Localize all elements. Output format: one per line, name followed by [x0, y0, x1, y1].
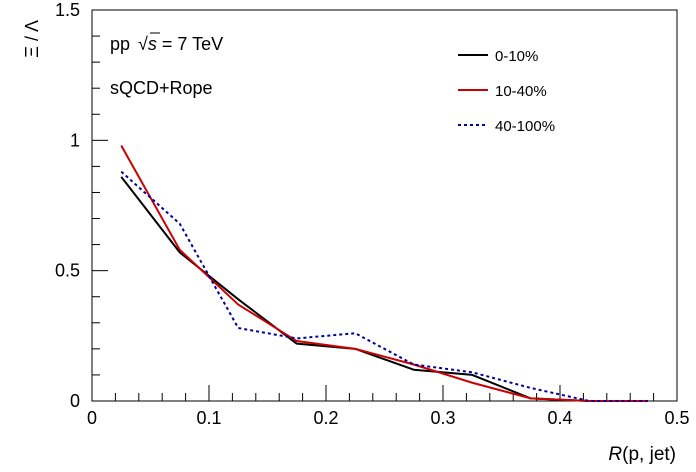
annotation-sqrt-symbol: √ [138, 34, 148, 54]
x-axis-title-rest: (p, jet) [622, 444, 676, 465]
annotation-energy: = 7 TeV [162, 34, 223, 54]
y-tick-label: 1 [70, 130, 80, 150]
series-line-40-100% [120, 170, 648, 402]
y-axis-ticks: 0 0.5 1 1.5 [55, 0, 108, 411]
series-line-0-10% [120, 176, 648, 402]
series-lines [120, 145, 648, 402]
annotation-system: pp [110, 34, 130, 54]
series-line-10-40% [120, 145, 648, 402]
x-axis-title: R(p, jet) [608, 444, 676, 465]
x-tick-label: 0.2 [313, 408, 338, 428]
y-tick-label: 0 [70, 391, 80, 411]
x-axis-ticks: 0 0.1 0.2 0.3 0.4 0.5 [87, 385, 690, 428]
y-tick-label: 0.5 [55, 261, 80, 281]
x-tick-label: 0.4 [547, 408, 572, 428]
plot-frame [91, 9, 678, 402]
y-tick-label: 1.5 [55, 0, 80, 20]
legend: 0-10% 10-40% 40-100% [458, 48, 555, 135]
legend-label-10-40: 10-40% [495, 83, 547, 100]
x-tick-label: 0.5 [664, 408, 689, 428]
x-tick-label: 0 [87, 408, 97, 428]
annotation-model: sQCD+Rope [110, 78, 213, 98]
annotation-s-variable: s [148, 34, 157, 54]
legend-label-0-10: 0-10% [495, 48, 538, 65]
x-tick-label: 0.3 [430, 408, 455, 428]
y-axis-title: Ξ / Λ [22, 20, 42, 58]
x-tick-label: 0.1 [196, 408, 221, 428]
annotation-collision-system: pp √s = 7 TeV [110, 34, 223, 54]
x-axis-title-variable: R [608, 444, 622, 465]
legend-label-40-100: 40-100% [495, 118, 555, 135]
